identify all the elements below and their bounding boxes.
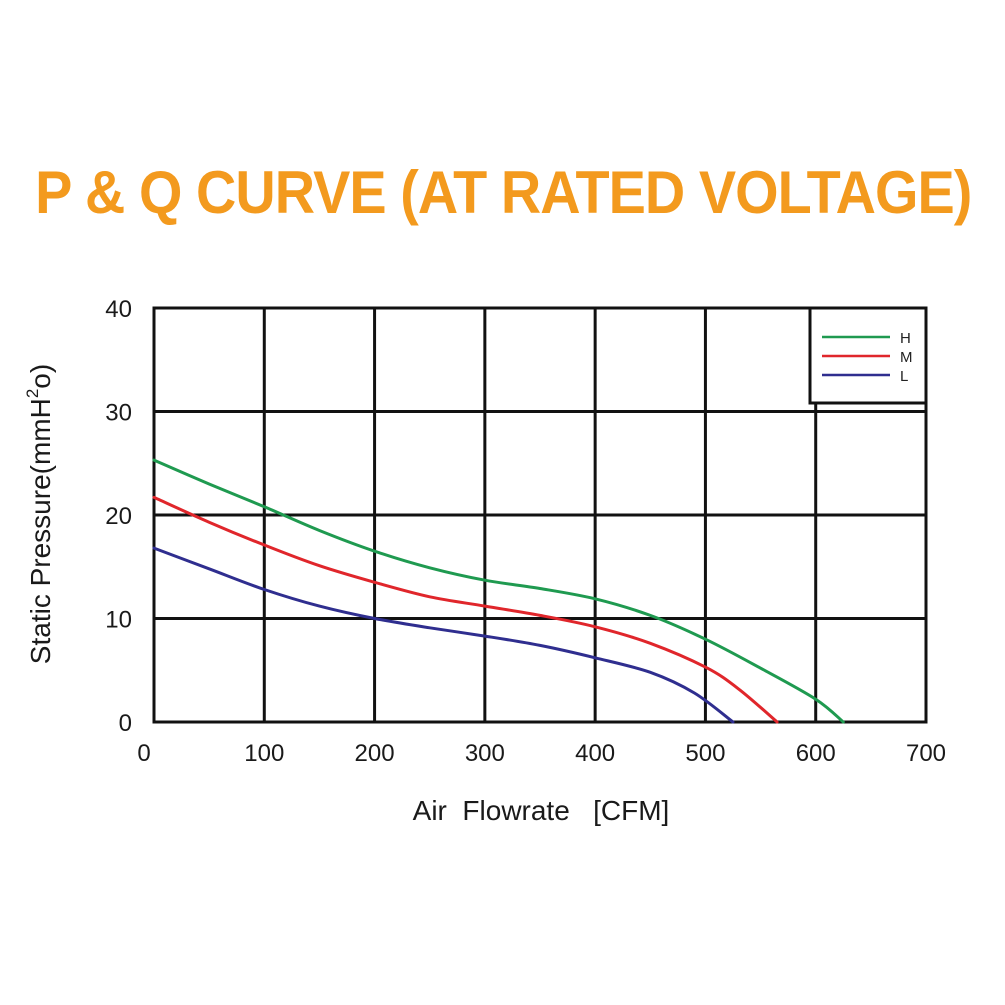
chart-title: P & Q CURVE (AT RATED VOLTAGE) (35, 159, 972, 226)
legend-label-L: L (900, 368, 908, 385)
y-axis-label-superscript: 2 (23, 389, 42, 398)
x-tick-label-500: 500 (685, 740, 725, 767)
x-tick-labels: 0 100 200 300 400 500 600 700 (137, 740, 946, 767)
x-tick-label-400: 400 (575, 740, 615, 767)
plot-frame (152, 306, 928, 724)
series-line-L (152, 546, 735, 724)
y-tick-label-20: 20 (105, 503, 132, 530)
x-tick-label-700: 700 (906, 740, 946, 767)
x-axis-label: Air Flowrate [CFM] (413, 795, 670, 826)
x-tick-label-100: 100 (244, 740, 284, 767)
x-tick-label-600: 600 (796, 740, 836, 767)
y-tick-label-0: 0 (119, 710, 132, 737)
series-line-M (152, 495, 779, 724)
x-tick-label-300: 300 (465, 740, 505, 767)
legend-label-H: H (900, 330, 911, 347)
series-lines (152, 458, 845, 724)
series-line-H (152, 458, 845, 724)
legend-label-M: M (900, 349, 913, 366)
y-axis-label-end: o) (25, 364, 56, 389)
y-axis-label: Static Pressure(mmH2o) (23, 364, 56, 664)
x-tick-label-0: 0 (137, 740, 150, 767)
y-tick-label-40: 40 (105, 296, 132, 323)
y-tick-labels: 0 10 20 30 40 (105, 296, 132, 737)
legend: HML (808, 306, 928, 405)
y-tick-label-10: 10 (105, 607, 132, 634)
y-axis-label-main: Static Pressure(mmH (25, 398, 56, 664)
y-tick-label-30: 30 (105, 400, 132, 427)
x-tick-label-200: 200 (355, 740, 395, 767)
